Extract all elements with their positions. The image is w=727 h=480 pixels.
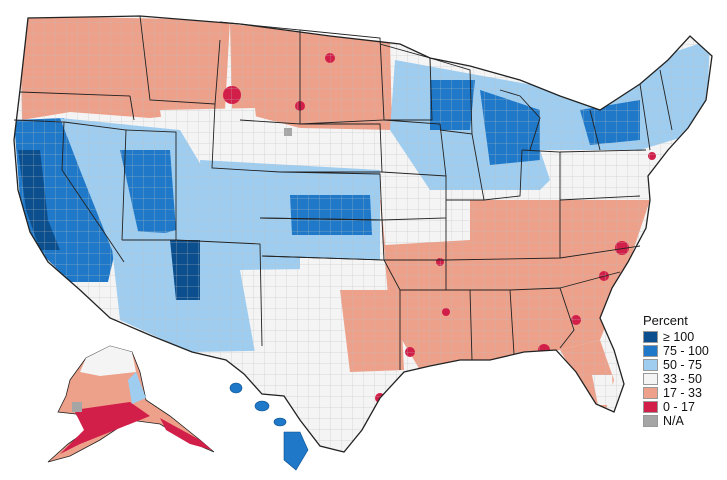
legend-swatch [643, 415, 658, 427]
legend-item: 17 - 33 [643, 386, 723, 400]
legend-title: Percent [643, 313, 688, 328]
alaska-panhandle [160, 418, 212, 450]
legend-swatch [643, 331, 658, 343]
hawaii-kauai [229, 382, 243, 394]
legend-item: N/A [643, 414, 723, 428]
hawaii-maui [273, 417, 287, 427]
legend-label: N/A [663, 414, 684, 428]
legend-rows: ≥ 100 75 - 100 50 - 75 33 - 50 17 - 33 0 - 17… [643, 330, 723, 428]
hawaii-big-island [283, 431, 309, 471]
alaska-blue [128, 372, 146, 404]
alaska [47, 345, 215, 463]
legend-label: ≥ 100 [663, 330, 695, 344]
legend-label: 0 - 17 [663, 400, 695, 414]
hawaii [229, 382, 309, 471]
alaska-south [60, 402, 150, 454]
map-legend: Percent ≥ 100 75 - 100 50 - 75 33 - 50 17 - … [643, 313, 723, 428]
legend-label: 75 - 100 [663, 344, 709, 358]
legend-swatch [643, 359, 658, 371]
alaska-na [72, 402, 82, 412]
legend-swatch [643, 387, 658, 399]
state-borders [13, 15, 713, 453]
alaska-north [80, 346, 136, 376]
legend-item: 33 - 50 [643, 372, 723, 386]
legend-swatch [643, 373, 658, 385]
legend-item: 75 - 100 [643, 344, 723, 358]
legend-item: 0 - 17 [643, 400, 723, 414]
legend-item: 50 - 75 [643, 358, 723, 372]
hawaii-oahu [254, 400, 270, 412]
legend-label: 33 - 50 [663, 372, 702, 386]
legend-item: ≥ 100 [643, 330, 723, 344]
legend-label: 17 - 33 [663, 386, 702, 400]
legend-swatch [643, 401, 658, 413]
legend-swatch [643, 345, 658, 357]
legend-label: 50 - 75 [663, 358, 702, 372]
